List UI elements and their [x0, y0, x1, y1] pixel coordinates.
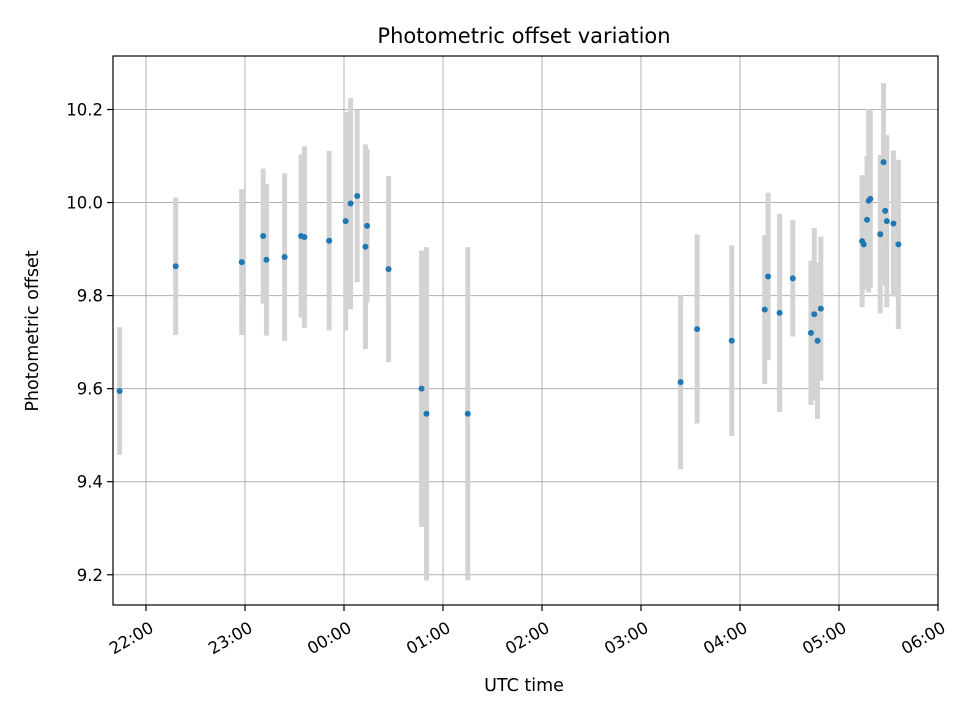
data-point — [890, 220, 897, 227]
data-point — [347, 200, 354, 207]
y-tick-label: 9.2 — [77, 566, 103, 585]
y-tick-label: 9.6 — [77, 380, 103, 399]
data-point — [867, 195, 874, 202]
data-point — [877, 231, 884, 238]
data-point — [362, 243, 369, 250]
data-point — [814, 337, 821, 344]
data-point — [263, 256, 270, 263]
data-point — [895, 241, 902, 248]
data-point — [354, 193, 361, 200]
chart-title: Photometric offset variation — [377, 24, 670, 48]
data-point — [342, 218, 349, 225]
data-point — [677, 379, 684, 386]
data-point — [776, 309, 783, 316]
data-point — [260, 233, 267, 240]
data-point — [418, 385, 425, 392]
data-point — [301, 233, 308, 240]
data-point — [883, 218, 890, 225]
data-point — [728, 337, 735, 344]
data-point — [281, 253, 288, 260]
data-point — [172, 263, 179, 270]
data-point — [807, 329, 814, 336]
plot-frame — [112, 55, 939, 606]
y-tick-label: 10.2 — [66, 101, 103, 120]
data-points — [116, 159, 902, 417]
data-point — [811, 311, 818, 318]
data-point — [116, 387, 123, 394]
data-point — [765, 273, 772, 280]
data-point — [880, 159, 887, 166]
y-tick-label: 9.8 — [77, 287, 103, 306]
data-point — [364, 222, 371, 229]
data-point — [860, 241, 867, 248]
data-point — [238, 259, 245, 266]
y-tick-label: 9.4 — [77, 473, 103, 492]
data-point — [464, 410, 471, 417]
data-point — [385, 266, 392, 273]
y-axis-label: Photometric offset — [23, 250, 43, 411]
y-axis-ticks: 9.2 9.4 9.6 9.8 10.0 10.2 — [66, 101, 113, 585]
x-axis-label: UTC time — [484, 676, 564, 696]
data-point — [423, 410, 430, 417]
data-point — [817, 305, 824, 312]
data-point — [789, 275, 796, 282]
data-point — [882, 207, 889, 214]
data-point — [761, 306, 768, 313]
y-tick-label: 10.0 — [66, 194, 103, 213]
data-point — [694, 326, 701, 333]
data-point — [326, 237, 333, 244]
data-point — [864, 216, 871, 223]
